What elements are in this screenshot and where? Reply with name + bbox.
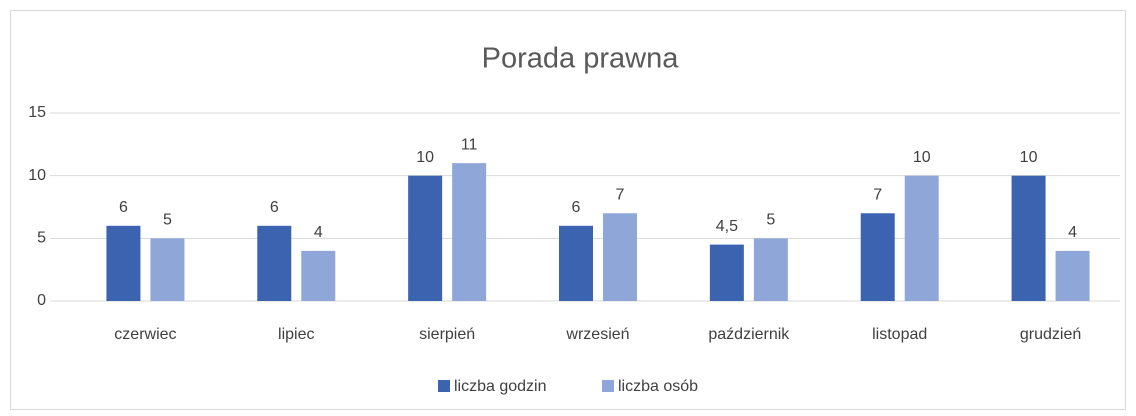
x-tick-label: sierpień bbox=[419, 326, 475, 343]
data-label: 6 bbox=[572, 199, 581, 216]
bar bbox=[603, 213, 637, 301]
y-tick-label: 0 bbox=[37, 292, 46, 309]
bar bbox=[257, 225, 292, 301]
chart-border bbox=[10, 10, 1126, 410]
bar bbox=[1055, 250, 1090, 301]
x-tick-label: listopad bbox=[872, 326, 927, 343]
bar bbox=[904, 175, 939, 301]
x-tick-label: październik bbox=[708, 326, 790, 343]
data-label: 4 bbox=[1068, 224, 1077, 241]
data-label: 4 bbox=[314, 224, 323, 241]
bar bbox=[860, 213, 895, 301]
bar bbox=[408, 175, 443, 301]
data-label: 10 bbox=[913, 149, 931, 166]
legend-swatch bbox=[438, 380, 450, 392]
x-tick-label: grudzień bbox=[1020, 326, 1081, 343]
bar bbox=[559, 225, 593, 301]
chart-title: Porada prawna bbox=[482, 43, 680, 75]
legend-label: liczba osób bbox=[618, 378, 698, 395]
y-tick-label: 10 bbox=[28, 167, 46, 184]
data-label: 11 bbox=[461, 136, 478, 153]
data-label: 7 bbox=[616, 186, 625, 203]
legend-swatch bbox=[602, 380, 614, 392]
bar bbox=[753, 238, 788, 301]
bar bbox=[106, 225, 141, 301]
bar bbox=[301, 250, 336, 301]
bar bbox=[150, 238, 185, 301]
data-label: 5 bbox=[766, 212, 775, 229]
data-label: 4,5 bbox=[716, 218, 738, 235]
x-tick-label: czerwiec bbox=[114, 326, 176, 343]
legend-label: liczba godzin bbox=[454, 378, 547, 395]
x-tick-label: lipiec bbox=[278, 326, 314, 343]
bar bbox=[1011, 175, 1046, 301]
y-tick-label: 15 bbox=[28, 104, 46, 121]
data-label: 6 bbox=[119, 199, 128, 216]
x-tick-label: wrzesień bbox=[565, 326, 629, 343]
bar bbox=[452, 163, 487, 301]
data-label: 10 bbox=[416, 149, 434, 166]
bar bbox=[709, 244, 744, 301]
data-label: 5 bbox=[163, 212, 172, 229]
data-label: 6 bbox=[270, 199, 279, 216]
data-label: 7 bbox=[873, 186, 882, 203]
data-label: 10 bbox=[1020, 149, 1038, 166]
y-tick-label: 5 bbox=[37, 230, 46, 247]
